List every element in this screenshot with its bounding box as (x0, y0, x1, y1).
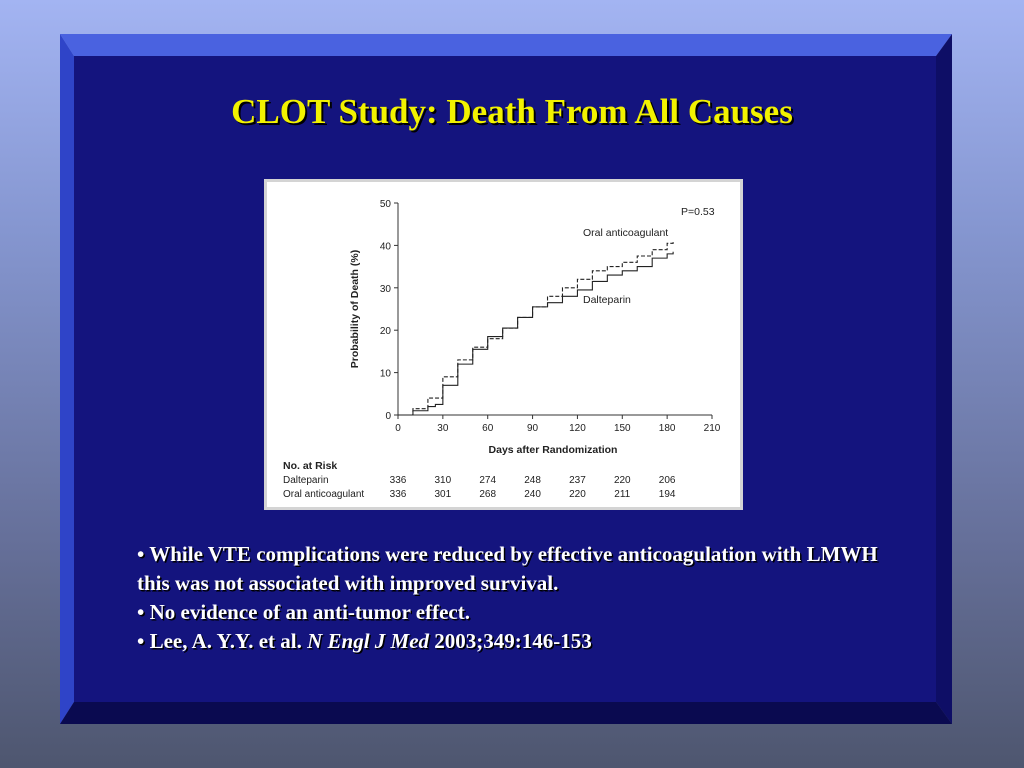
risk-row-label-dalteparin: Dalteparin (283, 475, 329, 486)
risk-value-dalteparin-2: 274 (479, 475, 496, 486)
risk-value-oral-anticoagulant-0: 336 (390, 489, 407, 500)
p-value: P=0.53 (681, 206, 715, 218)
y-axis-label: Probability of Death (%) (349, 250, 361, 368)
x-tick-label-0: 0 (395, 423, 401, 434)
y-tick-label-30: 30 (380, 284, 392, 295)
x-tick-label-30: 30 (437, 423, 449, 434)
series-line-dalteparin (398, 251, 674, 416)
survival-figure: Probability of Death (%) Days after Rand… (264, 179, 743, 510)
risk-value-dalteparin-5: 220 (614, 475, 631, 486)
risk-table-header: No. at Risk (283, 460, 337, 472)
risk-value-oral-anticoagulant-4: 220 (569, 489, 586, 500)
x-tick-label-120: 120 (569, 423, 586, 434)
bullet-survival: • While VTE complications were reduced b… (137, 542, 878, 595)
bevel-top (60, 34, 952, 56)
slide-bevel (60, 34, 952, 724)
survival-chart: Probability of Death (%) Days after Rand… (283, 199, 721, 500)
x-tick-label-180: 180 (659, 423, 676, 434)
risk-value-oral-anticoagulant-5: 211 (614, 489, 630, 500)
risk-row-label-oral-anticoagulant: Oral anticoagulant (283, 489, 364, 500)
bullet-reference: • Lee, A. Y.Y. et al. N Engl J Med 2003;… (137, 627, 907, 656)
y-tick-label-50: 50 (380, 199, 392, 210)
series-line-oral-anticoagulant (398, 241, 674, 416)
x-axis-label: Days after Randomization (489, 444, 618, 456)
slide-title: CLOT Study: Death From All Causes (231, 92, 793, 131)
series-label-dalteparin: Dalteparin (583, 294, 631, 306)
reference-authors: • Lee, A. Y.Y. et al. (137, 629, 308, 653)
reference-citation: 2003;349:146-153 (429, 629, 592, 653)
series-label-oral-anticoagulant: Oral anticoagulant (583, 227, 668, 239)
risk-value-dalteparin-1: 310 (435, 475, 452, 486)
risk-value-dalteparin-3: 248 (524, 475, 541, 486)
y-tick-label-0: 0 (385, 411, 391, 422)
risk-value-oral-anticoagulant-3: 240 (524, 489, 541, 500)
reference-journal: N Engl J Med (307, 629, 430, 653)
y-tick-label-10: 10 (380, 369, 392, 380)
risk-value-dalteparin-0: 336 (390, 475, 407, 486)
x-tick-label-90: 90 (527, 423, 539, 434)
y-tick-label-20: 20 (380, 326, 392, 337)
risk-value-dalteparin-4: 237 (569, 475, 586, 486)
x-tick-label-150: 150 (614, 423, 631, 434)
x-tick-label-210: 210 (704, 423, 721, 434)
bullet-list: • While VTE complications were reduced b… (137, 540, 907, 656)
risk-value-oral-anticoagulant-6: 194 (659, 489, 676, 500)
y-tick-label-40: 40 (380, 241, 392, 252)
x-tick-label-60: 60 (482, 423, 494, 434)
bevel-left (60, 34, 74, 724)
risk-value-dalteparin-6: 206 (659, 475, 676, 486)
bullet-anti-tumor: • No evidence of an anti-tumor effect. (137, 600, 470, 624)
bevel-bottom (60, 702, 952, 724)
risk-value-oral-anticoagulant-1: 301 (435, 489, 452, 500)
risk-value-oral-anticoagulant-2: 268 (479, 489, 496, 500)
bevel-right (936, 34, 952, 724)
